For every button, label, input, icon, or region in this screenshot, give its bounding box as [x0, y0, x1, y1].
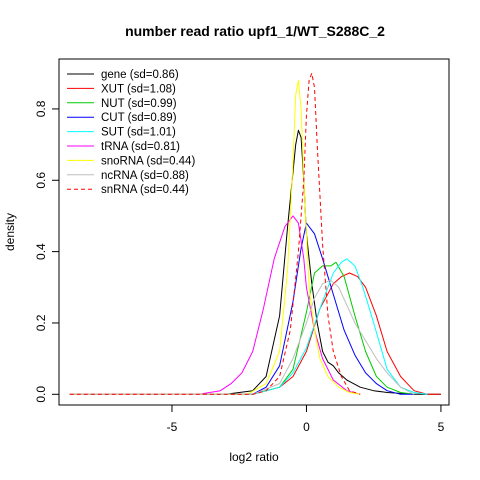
legend-entry-7: ncRNA (sd=0.88) — [101, 170, 189, 182]
legend-entry-0: gene (sd=0.86) — [101, 69, 179, 81]
legend: gene (sd=0.86) XUT (sd=1.08) NUT (sd=0.99)… — [67, 69, 195, 196]
y-tick-label: 0.8 — [34, 100, 48, 117]
x-tick-label: 5 — [438, 420, 445, 434]
series-line-7 — [69, 279, 415, 395]
legend-entry-1: XUT (sd=1.08) — [101, 83, 176, 95]
plot-curves — [69, 72, 441, 395]
legend-entry-6: snoRNA (sd=0.44) — [101, 155, 195, 167]
series-line-4 — [69, 258, 428, 395]
legend-entry-5: tRNA (sd=0.81) — [101, 141, 180, 153]
series-line-2 — [69, 261, 415, 395]
series-line-8 — [69, 72, 361, 395]
series-line-6 — [69, 79, 361, 395]
y-tick-label: 0.0 — [34, 386, 48, 403]
y-axis-label: density — [3, 213, 17, 251]
y-tick-label: 0.2 — [34, 314, 48, 331]
legend-entry-8: snRNA (sd=0.44) — [101, 184, 189, 196]
chart-title: number read ratio upf1_1/WT_S288C_2 — [125, 23, 385, 39]
series-line-1 — [69, 272, 441, 395]
legend-entry-4: SUT (sd=1.01) — [101, 127, 176, 139]
plot-frame — [58, 58, 450, 406]
legend-entry-2: NUT (sd=0.99) — [101, 98, 177, 110]
x-axis: -5 0 5 — [167, 405, 445, 434]
y-tick-label: 0.6 — [34, 172, 48, 189]
series-line-3 — [69, 222, 414, 395]
x-axis-label: log2 ratio — [229, 450, 279, 464]
x-tick-label: -5 — [167, 420, 178, 434]
legend-entry-3: CUT (sd=0.89) — [101, 112, 177, 124]
y-axis: 0.0 0.2 0.4 0.6 0.8 — [34, 100, 59, 403]
x-tick-label: 0 — [303, 420, 310, 434]
series-line-5 — [69, 215, 361, 395]
y-tick-label: 0.4 — [34, 243, 48, 260]
